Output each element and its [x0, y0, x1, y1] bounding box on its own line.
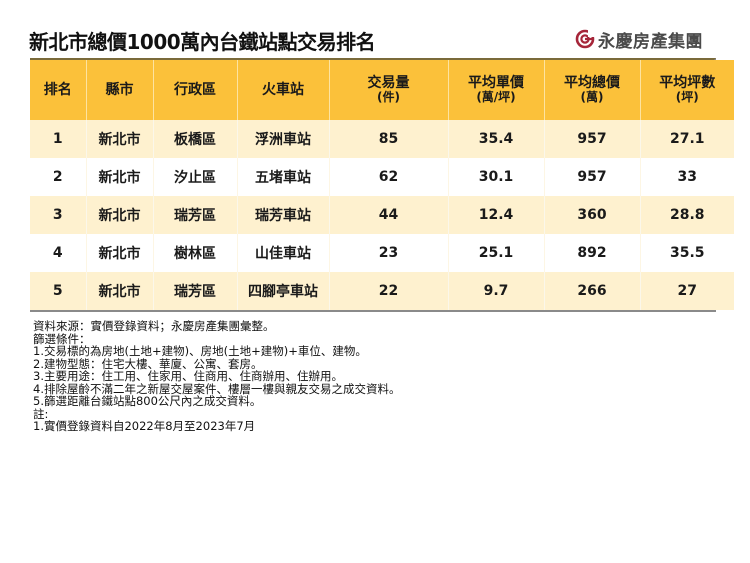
cell-rank: 1 [30, 120, 87, 158]
cell-unit-price: 25.1 [448, 234, 545, 272]
table-row: 5 新北市 瑞芳區 四腳亭車站 22 9.7 266 27 [30, 272, 734, 310]
note-criteria-5: 5.篩選距離台鐵站點800公尺內之成交資料。 [33, 394, 262, 408]
cell-rank: 5 [30, 272, 87, 310]
cell-rank: 3 [30, 196, 87, 234]
cell-city: 新北市 [86, 196, 154, 234]
col-header-area: 平均坪數 (坪) [640, 60, 734, 120]
col-header-station: 火車站 [237, 60, 330, 120]
cell-city: 新北市 [86, 272, 154, 310]
col-header-total-price: 平均總價 (萬) [544, 60, 641, 120]
col-header-volume: 交易量 (件) [329, 60, 449, 120]
cell-area: 27.1 [640, 120, 734, 158]
brand-name: 永慶房產集團 [598, 31, 703, 52]
cell-total-price: 957 [544, 120, 641, 158]
cell-volume: 85 [329, 120, 449, 158]
cell-volume: 44 [329, 196, 449, 234]
note-criteria-2: 2.建物型態：住宅大樓、華廈、公寓、套房。 [33, 356, 263, 371]
cell-district: 瑞芳區 [153, 196, 238, 234]
cell-total-price: 892 [544, 234, 641, 272]
note-criteria-3: 3.主要用途：住工用、住家用、住商用、住商辦用、住辦用。 [33, 369, 343, 383]
table-row: 4 新北市 樹林區 山佳車站 23 25.1 892 35.5 [30, 234, 734, 272]
col-header-district: 行政區 [153, 60, 238, 120]
table-row: 2 新北市 汐止區 五堵車站 62 30.1 957 33 [30, 158, 734, 196]
brand: 永慶房產集團 [575, 27, 703, 52]
note-criteria-heading: 篩選條件： [33, 331, 91, 346]
cell-area: 27 [640, 272, 734, 310]
note-remark-heading: 註: [33, 406, 49, 421]
cell-area: 28.8 [640, 196, 734, 234]
cell-total-price: 957 [544, 158, 641, 196]
table-header-row: 排名 縣市 行政區 火車站 交易量 (件) 平均單價 (萬/坪) 平均總價 (萬) 平… [30, 60, 734, 120]
cell-total-price: 266 [544, 272, 641, 310]
table-row: 3 新北市 瑞芳區 瑞芳車站 44 12.4 360 28.8 [30, 196, 734, 234]
cell-station: 瑞芳車站 [237, 196, 330, 234]
cell-rank: 4 [30, 234, 87, 272]
cell-station: 山佳車站 [237, 234, 330, 272]
cell-station: 四腳亭車站 [237, 272, 330, 310]
cell-station: 浮洲車站 [237, 120, 330, 158]
col-header-rank: 排名 [30, 60, 87, 120]
cell-city: 新北市 [86, 234, 154, 272]
cell-area: 33 [640, 158, 734, 196]
cell-volume: 62 [329, 158, 449, 196]
cell-volume: 22 [329, 272, 449, 310]
cell-total-price: 360 [544, 196, 641, 234]
table-row: 1 新北市 板橋區 浮洲車站 85 35.4 957 27.1 [30, 120, 734, 158]
cell-unit-price: 12.4 [448, 196, 545, 234]
cell-unit-price: 30.1 [448, 158, 545, 196]
cell-city: 新北市 [86, 120, 154, 158]
page-title: 新北市總價1000萬內台鐵站點交易排名 [29, 30, 376, 54]
note-source: 資料來源：實價登錄資料；永慶房產集團彙整。 [33, 319, 275, 333]
cell-district: 樹林區 [153, 234, 238, 272]
note-criteria-1: 1.交易標的為房地(土地+建物)、房地(土地+建物)+車位、建物。 [33, 344, 367, 358]
cell-district: 汐止區 [153, 158, 238, 196]
cell-unit-price: 35.4 [448, 120, 545, 158]
cell-rank: 2 [30, 158, 87, 196]
yungching-logo-icon [575, 29, 595, 49]
cell-volume: 23 [329, 234, 449, 272]
cell-area: 35.5 [640, 234, 734, 272]
cell-district: 板橋區 [153, 120, 238, 158]
notes-section: 資料來源：實價登錄資料；永慶房產集團彙整。 篩選條件： 1.交易標的為房地(土地… [33, 320, 400, 433]
note-criteria-4: 4.排除屋齡不滿二年之新屋交屋案件、樓層一樓與親友交易之成交資料。 [33, 381, 401, 396]
note-remark-1: 1.實價登錄資料自2022年8月至2023年7月 [33, 419, 256, 433]
cell-station: 五堵車站 [237, 158, 330, 196]
cell-unit-price: 9.7 [448, 272, 545, 310]
col-header-city: 縣市 [86, 60, 154, 120]
ranking-table: 排名 縣市 行政區 火車站 交易量 (件) 平均單價 (萬/坪) 平均總價 (萬) 平… [30, 58, 734, 312]
cell-district: 瑞芳區 [153, 272, 238, 310]
col-header-unit-price: 平均單價 (萬/坪) [448, 60, 545, 120]
cell-city: 新北市 [86, 158, 154, 196]
